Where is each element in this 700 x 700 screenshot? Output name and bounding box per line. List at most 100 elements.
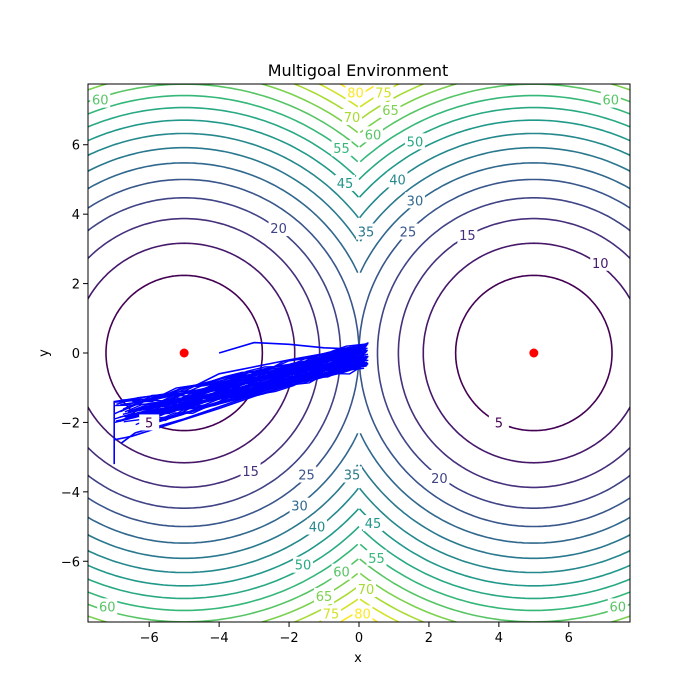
contour-label-bg [314,587,335,604]
contour-label-bg [373,84,394,101]
contour-label-bg [397,223,418,240]
contour-line [88,119,630,587]
contour-label: 75 [375,87,392,102]
contour-line [88,132,630,574]
contour-label: 40 [389,173,406,188]
contour-label-bg [335,174,356,191]
y-tick-label: −6 [61,555,80,570]
x-tick-label: 2 [425,631,433,646]
trajectory-path [218,341,367,354]
contour-label: 30 [407,194,424,209]
contour-label: 75 [323,607,340,622]
contour-label: 5 [145,416,153,431]
contour-label-bg [331,140,352,157]
contour-label: 30 [291,500,308,515]
contour-label: 80 [354,607,371,622]
contour-label: 15 [242,465,259,480]
contour-line [88,94,630,612]
contour-label-bg [362,126,383,143]
contour-label-bg [90,91,111,108]
contour-label: 45 [337,177,354,192]
contour-label-bg [97,598,118,615]
contour-label: 25 [400,226,417,241]
x-tick-label: −4 [210,631,229,646]
contour-line [88,84,630,622]
goal-point [529,348,539,358]
contour-label: 10 [592,257,609,272]
contour-label-bg [600,91,621,108]
contour-label-bg [380,102,401,119]
contour-line [88,242,630,464]
contour-label-bg [355,223,376,240]
contour-label: 15 [459,229,476,244]
contour-label: 60 [609,600,626,615]
contour-label-bg [268,220,289,237]
contour-label-bg [404,192,425,209]
contour-label-bg [289,497,310,514]
contour-lines [88,84,630,622]
contour-line [88,84,630,622]
x-tick-label: 0 [355,631,363,646]
trajectory-paths [113,341,369,465]
contour-label: 60 [365,128,382,143]
chart-title: Multigoal Environment [268,61,449,80]
contour-label: 70 [358,583,375,598]
contour-label-bg [296,466,317,483]
contour-line [105,274,613,432]
x-tick-label: 4 [495,631,503,646]
contour-label-bg [139,414,160,431]
contour-label-bg [240,463,261,480]
contour-label-bg [362,515,383,532]
x-axis-ticks: −6 −4 −2 0 2 4 6 [140,622,573,646]
contour-label: 60 [92,94,109,109]
x-tick-label: −2 [279,631,298,646]
contour-label-bg [345,84,366,101]
contour-label-bg [342,108,363,125]
contour-label-bg [293,556,314,573]
contour-label-bg [331,563,352,580]
x-axis-label: x [354,651,362,666]
contour-label: 20 [270,222,287,237]
contour-label-bg [355,581,376,598]
contour-label: 25 [298,468,315,483]
contour-label-bg [457,226,478,243]
goal-point [179,348,189,358]
contour-label: 40 [309,521,326,536]
contour-label: 60 [99,600,116,615]
contour-label: 70 [344,111,361,126]
contour-line [88,197,630,509]
contour-label: 65 [382,104,399,119]
contour-label: 60 [333,566,350,581]
contour-label-bg [607,598,628,615]
contour-label-bg [429,469,450,486]
contour-label: 50 [295,559,312,574]
contour-label: 65 [316,590,333,605]
contour-line [88,146,630,560]
contour-label: 55 [333,142,350,157]
y-tick-label: 4 [72,208,80,223]
y-tick-label: 6 [72,139,80,154]
goal-markers [179,348,539,358]
trajectory-path [114,355,360,441]
contour-label-bg [352,605,373,622]
contour-label-bg [488,414,509,431]
x-tick-label: −6 [140,631,159,646]
y-tick-label: −2 [61,416,80,431]
y-axis-label: y [37,349,52,357]
contour-label-bg [387,171,408,188]
contour-label: 60 [602,94,619,109]
contour-label: 80 [347,87,364,102]
contour-label: 45 [365,517,382,532]
contour-label-bg [307,518,328,535]
contour-labels: 5 10 15 15 20 20 25 25 30 30 35 35 40 40 45 45 50 50 55 55 6… [90,84,628,622]
contour-label-bg [590,254,611,271]
x-tick-label: 6 [565,631,573,646]
contour-label: 35 [358,226,375,241]
y-axis-ticks: −6 −4 −2 0 2 4 6 [61,139,88,570]
contour-line [88,106,630,600]
contour-label: 50 [407,135,424,150]
y-tick-label: 2 [72,278,80,293]
contour-label: 5 [495,416,503,431]
contour-label-bg [404,133,425,150]
